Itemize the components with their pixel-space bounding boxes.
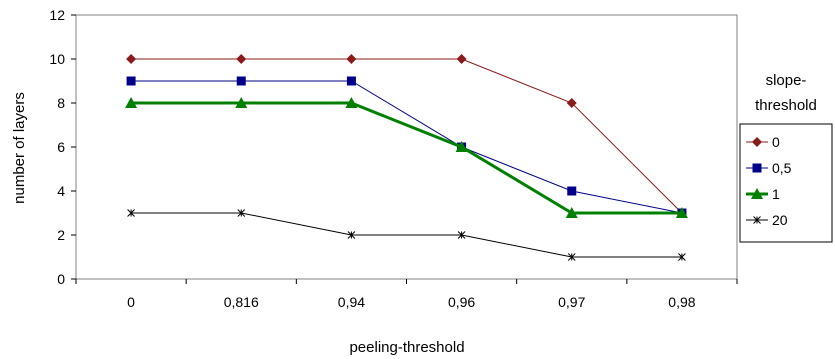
legend-swatch-marker [753, 216, 761, 224]
data-point [678, 253, 686, 261]
data-point [347, 231, 356, 239]
x-tick-label: 0,96 [448, 294, 475, 310]
data-point [126, 76, 136, 86]
x-tick-label: 0,97 [558, 294, 585, 310]
legend-label: 0,5 [772, 160, 792, 176]
y-tick-label: 6 [57, 139, 65, 155]
data-point [567, 186, 577, 196]
legend-swatch-marker [752, 137, 762, 147]
x-tick-label: 0,94 [338, 294, 365, 310]
series-line [131, 212, 682, 258]
data-point [236, 76, 246, 86]
legend-label: 20 [772, 212, 788, 228]
y-tick-label: 8 [57, 95, 65, 111]
data-point [457, 231, 466, 239]
data-point [675, 207, 688, 218]
series-line [131, 80, 683, 214]
x-tick-label: 0,98 [668, 294, 695, 310]
x-tick-label: 0 [127, 294, 135, 310]
series-20 [127, 209, 686, 261]
series-1 [125, 97, 688, 218]
plot-area [75, 14, 738, 280]
data-point [567, 253, 576, 261]
y-axis: 0 2 4 6 8 10 12 [49, 7, 76, 287]
data-point [345, 97, 358, 108]
y-tick-label: 4 [57, 183, 65, 199]
data-point [236, 54, 247, 64]
data-point [455, 141, 468, 152]
data-point [127, 209, 135, 217]
y-tick-label: 0 [57, 271, 65, 287]
legend-swatch-marker [751, 188, 763, 199]
data-point [456, 54, 467, 64]
legend-title-line-2: threshold [755, 97, 817, 114]
data-point [235, 97, 248, 108]
series-line [131, 58, 683, 214]
legend-item: 1 [746, 186, 780, 202]
y-tick-label: 12 [49, 7, 65, 23]
x-axis: 0 0,816 0,94 0,96 0,97 0,98 [75, 279, 738, 310]
data-point [125, 97, 138, 108]
series-layer [125, 54, 688, 261]
y-axis-title: number of layers [11, 92, 28, 204]
series-line [131, 101, 682, 215]
data-point [237, 209, 246, 217]
data-point [565, 207, 578, 218]
data-point [346, 76, 356, 86]
legend-swatch-marker [752, 163, 762, 173]
x-axis-title: peeling-threshold [349, 339, 464, 356]
legend-label: 1 [772, 186, 780, 202]
data-point [126, 54, 137, 64]
x-tick-label: 0,816 [224, 294, 259, 310]
data-point [566, 98, 577, 108]
legend-item: 20 [746, 212, 788, 228]
legend-items: 0 0,5 1 20 [746, 134, 792, 228]
legend-item: 0,5 [746, 160, 792, 176]
y-tick-label: 2 [57, 227, 65, 243]
legend-title-line-1: slope- [766, 72, 807, 89]
y-tick-label: 10 [49, 51, 65, 67]
legend-label: 0 [772, 134, 780, 150]
data-point [346, 54, 357, 64]
legend-item: 0 [746, 134, 780, 150]
